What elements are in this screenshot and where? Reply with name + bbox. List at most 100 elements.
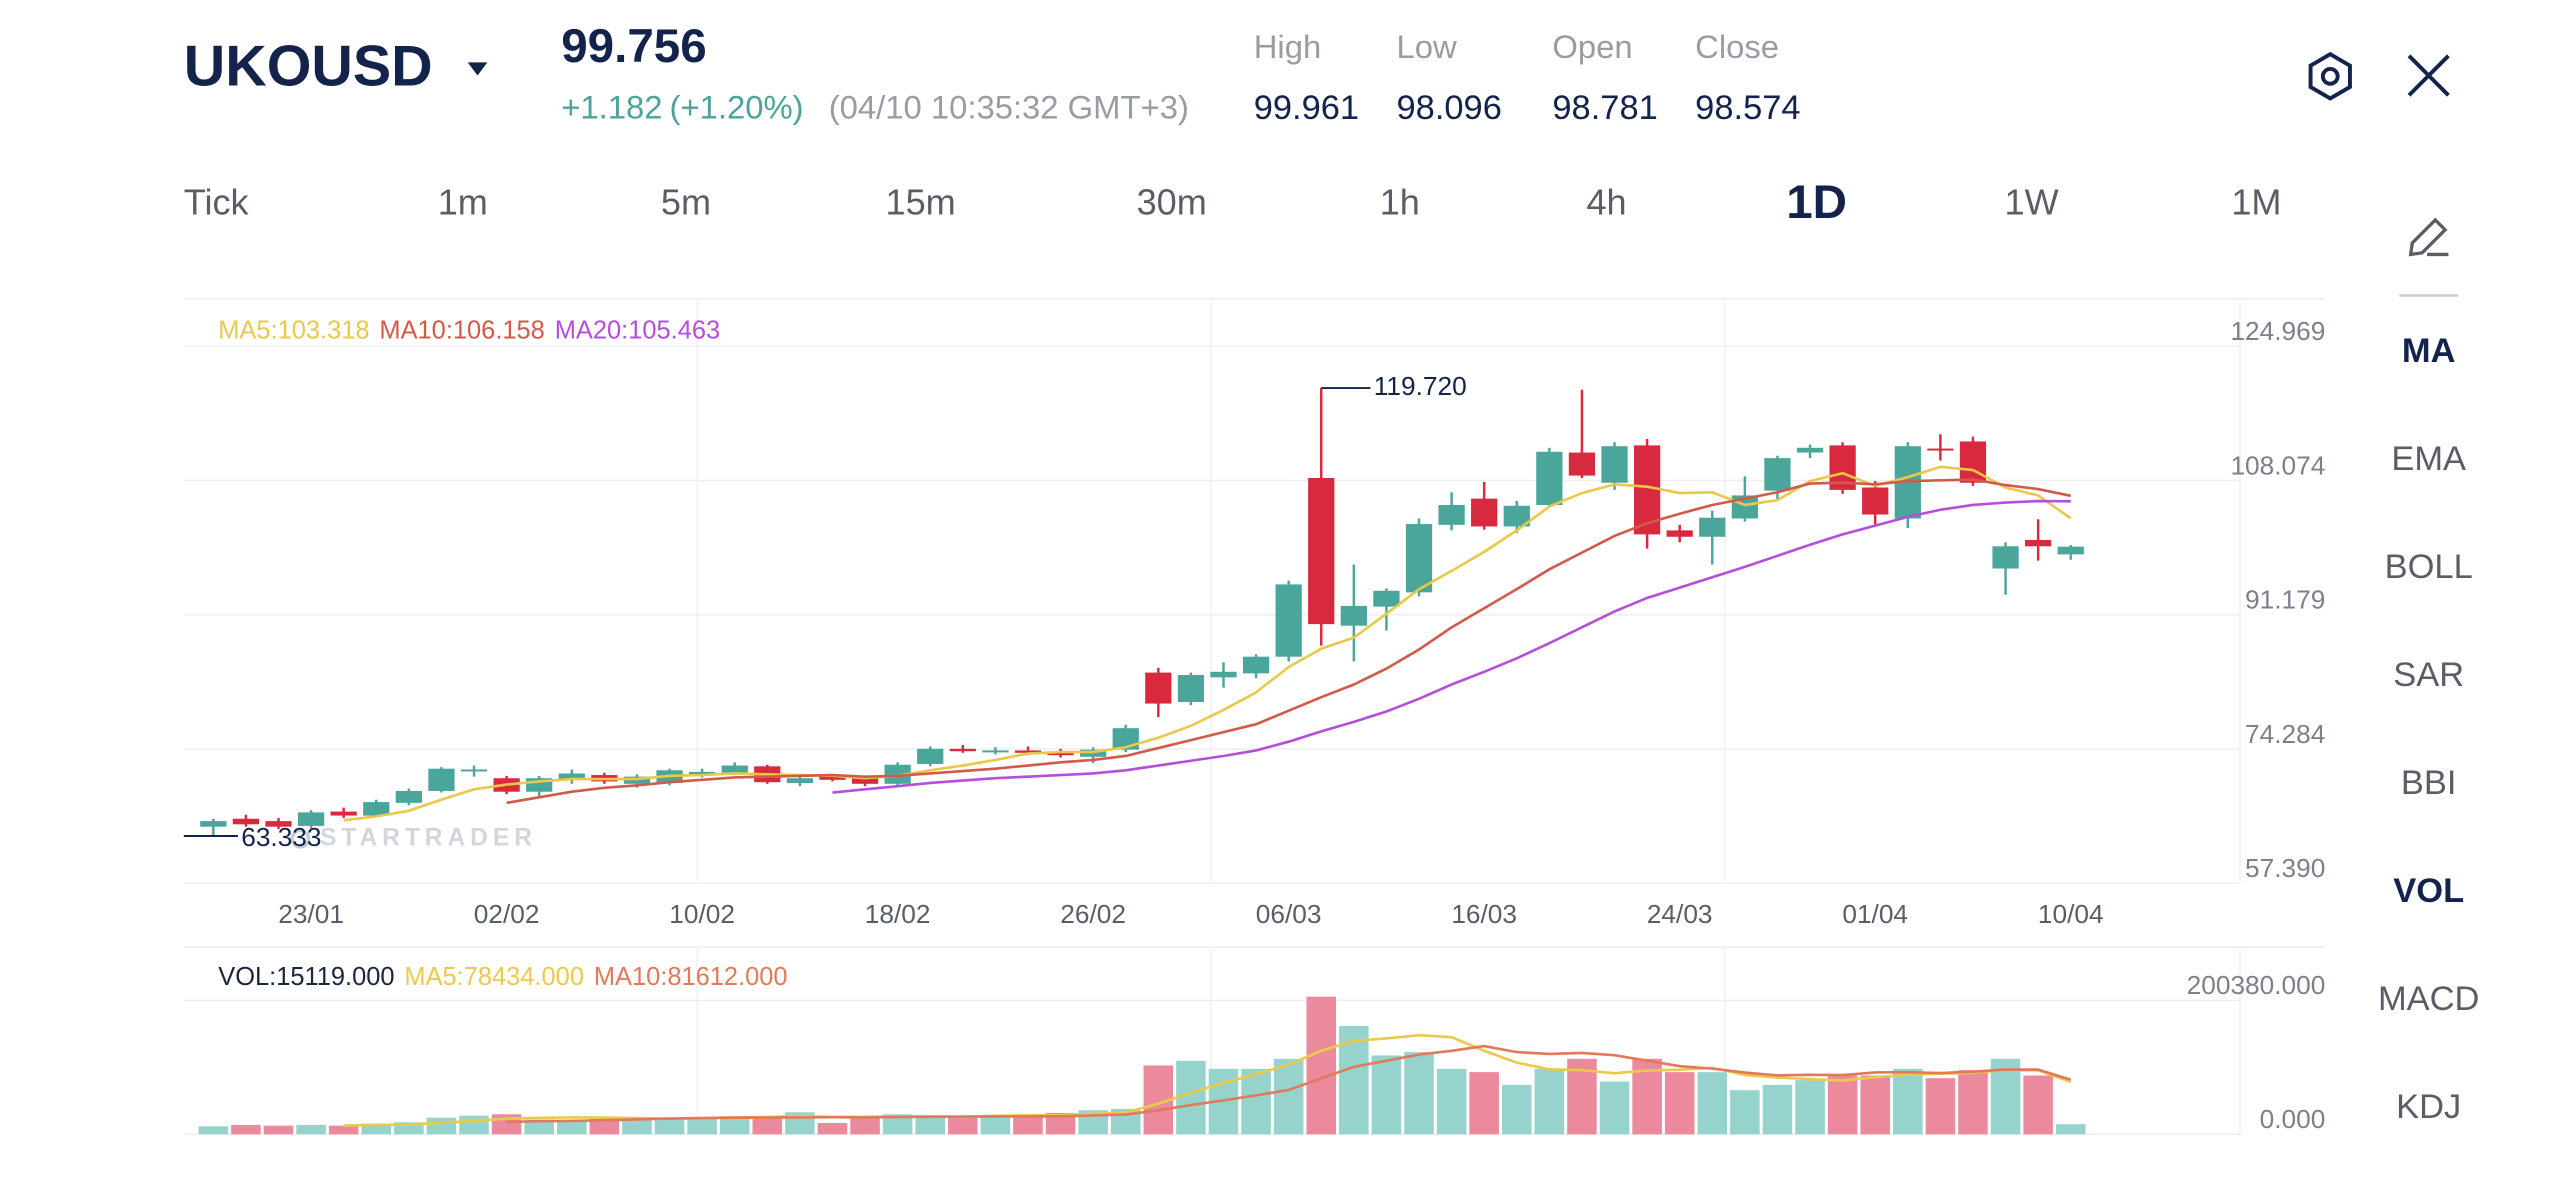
timeframe-tab[interactable]: 1m — [438, 182, 488, 223]
volume-bar — [654, 1117, 685, 1135]
candle-body — [1666, 530, 1693, 537]
timeframe-tab[interactable]: 30m — [1137, 182, 1207, 223]
volume-bar — [1241, 1068, 1271, 1135]
stat-value: 99.961 — [1254, 89, 1359, 127]
timeframe-tab[interactable]: 1h — [1380, 182, 1420, 223]
candle-body — [851, 778, 879, 784]
volume-bar — [524, 1119, 554, 1135]
indicator-tab[interactable]: VOL — [2393, 872, 2464, 910]
volume-bar — [752, 1116, 783, 1135]
legend-entry: MA5:103.318 — [218, 316, 369, 344]
volume-bar — [882, 1114, 913, 1135]
volume-bar — [198, 1126, 229, 1135]
volume-bar — [1762, 1084, 1793, 1135]
volume-bar — [1599, 1081, 1630, 1135]
change: +1.182 — [561, 89, 662, 126]
volume-bar — [1404, 1052, 1434, 1135]
volume-bar — [1339, 1026, 1369, 1135]
candle-body — [982, 750, 1009, 753]
indicator-tab[interactable]: BBI — [2401, 764, 2457, 802]
timeframe-tab[interactable]: 1D — [1786, 176, 1847, 229]
candle-body — [1242, 656, 1270, 674]
watermark: STARTRADER — [320, 824, 537, 851]
volume-bar — [622, 1117, 652, 1135]
candle-body — [395, 790, 422, 803]
y-tick-label: 57.390 — [2245, 853, 2325, 883]
candle-body — [2057, 546, 2084, 555]
candle-body — [460, 769, 488, 772]
x-tick-label: 26/02 — [1060, 899, 1126, 929]
volume-bar — [1860, 1075, 1890, 1135]
candle-body — [1503, 505, 1530, 527]
candle-body — [1308, 477, 1335, 625]
legend-entry: MA10:106.158 — [379, 316, 544, 344]
x-tick-label: 01/04 — [1842, 899, 1908, 929]
candle-body — [1210, 671, 1237, 678]
candle-body — [1047, 752, 1074, 756]
watermark-logo — [290, 828, 311, 849]
candle-body — [1405, 524, 1433, 593]
y-tick-label: 124.969 — [2230, 316, 2325, 346]
candle-body — [786, 778, 814, 783]
x-tick-label: 16/03 — [1451, 899, 1517, 929]
draw-tool-icon[interactable] — [2408, 217, 2449, 257]
change-pct: (+1.20%) — [670, 89, 804, 126]
y-tick-label: 74.284 — [2245, 719, 2325, 749]
volume-bar — [687, 1116, 717, 1135]
settings-icon-center — [2320, 66, 2340, 86]
volume-bar — [1664, 1072, 1695, 1135]
y-tick-label: 0.000 — [2260, 1104, 2326, 1134]
settings-icon[interactable] — [2308, 51, 2352, 101]
candle-body — [1568, 452, 1596, 476]
symbol[interactable]: UKOUSD — [184, 35, 433, 99]
volume-bar — [1273, 1058, 1304, 1135]
candle-body — [428, 768, 455, 791]
indicator-tab[interactable]: KDJ — [2396, 1088, 2461, 1126]
indicator-tab[interactable]: EMA — [2391, 440, 2466, 478]
symbol-dropdown[interactable] — [467, 62, 488, 76]
volume-bar — [557, 1120, 587, 1135]
candle-body — [1471, 498, 1498, 527]
legend-entry: MA10:81612.000 — [594, 963, 788, 991]
ma-line — [506, 478, 2071, 805]
volume-bar — [1013, 1114, 1043, 1135]
timeframe-tab[interactable]: 5m — [661, 182, 711, 223]
candle-body — [1927, 448, 1954, 451]
candle-body — [1699, 517, 1726, 537]
candle-body — [265, 821, 292, 827]
candle-body — [1438, 504, 1465, 525]
legend-entry: MA5:78434.000 — [404, 963, 584, 991]
timeframe-tab[interactable]: 1W — [2005, 182, 2059, 223]
indicator-tab[interactable]: MACD — [2378, 980, 2479, 1018]
y-tick-label: 200380.000 — [2187, 970, 2326, 1000]
timeframe-tab[interactable]: Tick — [184, 182, 250, 223]
x-tick-label: 10/04 — [2038, 899, 2104, 929]
close-icon[interactable] — [2407, 54, 2450, 97]
y-tick-label: 108.074 — [2230, 450, 2325, 480]
candle-body — [1373, 590, 1400, 607]
indicator-tab[interactable]: SAR — [2393, 656, 2464, 694]
candle-body — [1764, 458, 1791, 491]
timeframe-tab[interactable]: 4h — [1586, 182, 1626, 223]
candle-body — [1959, 441, 1987, 483]
timeframe-tab[interactable]: 1M — [2231, 182, 2281, 223]
x-tick-label: 02/02 — [474, 899, 540, 929]
candle-body — [363, 802, 390, 816]
candle-body — [1275, 584, 1302, 657]
volume-bar — [2023, 1075, 2053, 1135]
x-tick-label: 24/03 — [1647, 899, 1713, 929]
volume-bar — [1469, 1072, 1499, 1135]
volume-bar — [1958, 1070, 1988, 1135]
timeframe-tab[interactable]: 15m — [886, 182, 956, 223]
volume-bar — [2055, 1124, 2086, 1135]
indicator-tab[interactable]: MA — [2402, 332, 2456, 370]
volume-bar — [1697, 1072, 1728, 1135]
candle-body — [1340, 605, 1367, 626]
volume-bar — [361, 1123, 392, 1135]
volume-bar — [589, 1118, 620, 1135]
candle-body — [1145, 672, 1172, 704]
indicator-tab[interactable]: BOLL — [2385, 548, 2473, 586]
volume-bar — [1893, 1068, 1923, 1135]
